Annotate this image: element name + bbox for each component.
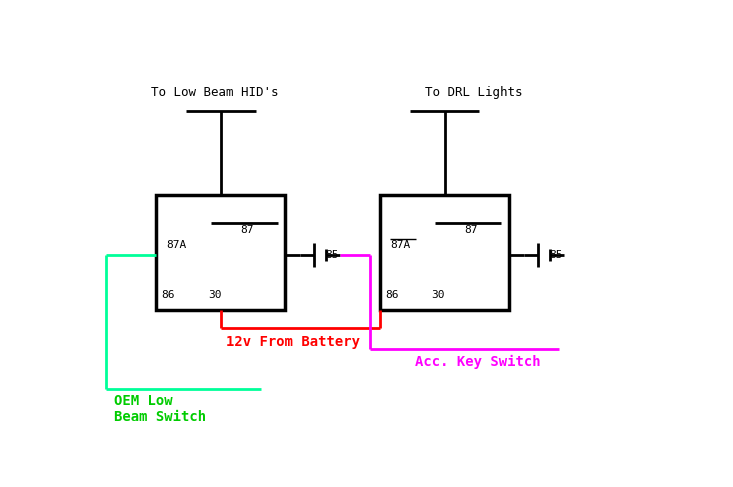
Text: 87: 87 (240, 225, 254, 235)
Text: 12v From Battery: 12v From Battery (226, 336, 360, 350)
Text: 87A: 87A (390, 240, 410, 250)
Text: 86: 86 (161, 290, 174, 300)
Text: 30: 30 (432, 290, 445, 300)
Text: 85: 85 (549, 250, 562, 260)
Text: To DRL Lights: To DRL Lights (424, 86, 522, 99)
Text: 85: 85 (325, 250, 339, 260)
Text: 30: 30 (208, 290, 221, 300)
Text: 87: 87 (465, 225, 478, 235)
Text: 86: 86 (385, 290, 399, 300)
Text: To Low Beam HID's: To Low Beam HID's (151, 86, 279, 99)
Bar (380, 195, 509, 310)
Text: Acc. Key Switch: Acc. Key Switch (415, 355, 540, 369)
Text: OEM Low
Beam Switch: OEM Low Beam Switch (114, 394, 207, 424)
Bar (156, 195, 285, 310)
Text: 87A: 87A (166, 240, 186, 250)
